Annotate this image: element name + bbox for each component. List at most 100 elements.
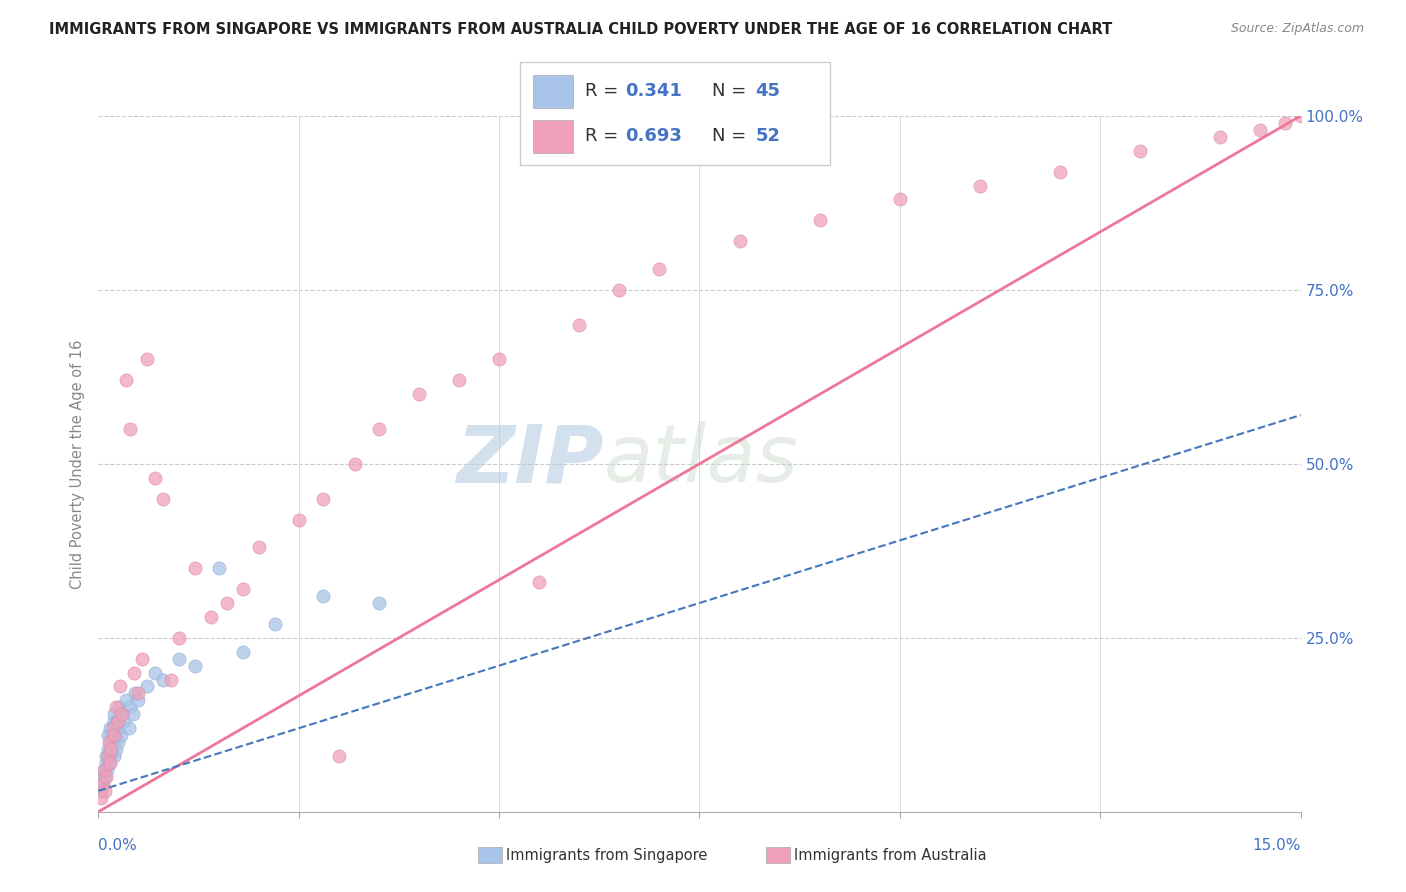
Point	[90, 784, 112, 798]
Point	[100, 756, 122, 770]
Point	[1129, 144, 1152, 158]
Point	[232, 582, 254, 596]
Point	[152, 673, 174, 687]
Text: 0.341: 0.341	[626, 82, 682, 100]
Point	[488, 352, 510, 367]
Point	[100, 742, 122, 756]
Point	[93, 763, 115, 777]
FancyBboxPatch shape	[520, 62, 830, 165]
Point	[115, 693, 138, 707]
Point	[312, 589, 335, 603]
Point	[183, 561, 205, 575]
Text: Immigrants from Australia: Immigrants from Australia	[794, 848, 987, 863]
Point	[97, 756, 120, 770]
Point	[104, 728, 127, 742]
Point	[97, 735, 120, 749]
Text: ZIP: ZIP	[456, 421, 603, 500]
Point	[100, 742, 122, 756]
Point	[103, 714, 125, 729]
Point	[120, 700, 142, 714]
Bar	[533, 75, 572, 108]
Point	[447, 373, 470, 387]
Point	[107, 721, 129, 735]
Point	[93, 763, 115, 777]
Text: N =: N =	[711, 128, 752, 145]
Point	[118, 721, 141, 735]
Point	[529, 575, 551, 590]
Point	[135, 680, 157, 694]
Point	[101, 735, 124, 749]
Point	[101, 721, 124, 735]
Point	[94, 784, 117, 798]
Point	[128, 693, 150, 707]
Point	[368, 596, 391, 610]
Point	[91, 777, 114, 791]
Point	[111, 707, 134, 722]
Point	[648, 262, 671, 277]
Point	[97, 749, 120, 764]
Point	[167, 651, 190, 665]
Point	[111, 707, 134, 722]
Point	[568, 318, 591, 332]
Point	[215, 596, 238, 610]
Point	[96, 763, 118, 777]
Point	[159, 673, 181, 687]
Point	[263, 616, 285, 631]
Point	[96, 749, 118, 764]
Point	[105, 700, 128, 714]
Text: 0.693: 0.693	[626, 128, 682, 145]
Point	[889, 193, 911, 207]
Point	[103, 728, 125, 742]
Text: N =: N =	[711, 82, 752, 100]
Point	[94, 770, 117, 784]
Text: R =: R =	[585, 82, 624, 100]
Point	[1250, 123, 1272, 137]
Point	[969, 178, 991, 193]
Point	[90, 790, 112, 805]
Point	[143, 665, 166, 680]
Bar	[533, 120, 572, 153]
Point	[1209, 129, 1232, 144]
Point	[100, 749, 122, 764]
Point	[152, 491, 174, 506]
Point	[728, 234, 751, 248]
Point	[1274, 116, 1296, 130]
Point	[328, 749, 350, 764]
Point	[115, 373, 138, 387]
Point	[108, 700, 131, 714]
Text: 15.0%: 15.0%	[1253, 838, 1301, 853]
Point	[288, 512, 311, 526]
Point	[200, 610, 222, 624]
Text: Immigrants from Singapore: Immigrants from Singapore	[506, 848, 707, 863]
Point	[208, 561, 231, 575]
Point	[232, 645, 254, 659]
Text: Source: ZipAtlas.com: Source: ZipAtlas.com	[1230, 22, 1364, 36]
Point	[124, 665, 146, 680]
Point	[343, 457, 366, 471]
Text: 52: 52	[755, 128, 780, 145]
Point	[131, 651, 153, 665]
Point	[103, 749, 125, 764]
Point	[1049, 164, 1071, 178]
Point	[98, 735, 121, 749]
Point	[124, 686, 146, 700]
Text: IMMIGRANTS FROM SINGAPORE VS IMMIGRANTS FROM AUSTRALIA CHILD POVERTY UNDER THE A: IMMIGRANTS FROM SINGAPORE VS IMMIGRANTS …	[49, 22, 1112, 37]
Point	[91, 777, 114, 791]
Point	[808, 213, 831, 227]
Y-axis label: Child Poverty Under the Age of 16: Child Poverty Under the Age of 16	[70, 339, 86, 589]
Point	[368, 422, 391, 436]
Point	[103, 707, 125, 722]
Point	[101, 728, 124, 742]
Point	[120, 422, 142, 436]
Point	[96, 770, 118, 784]
Point	[143, 471, 166, 485]
Point	[135, 352, 157, 367]
Point	[247, 541, 270, 555]
Text: atlas: atlas	[603, 421, 799, 500]
Point	[94, 756, 117, 770]
Point	[97, 742, 120, 756]
Point	[105, 714, 128, 729]
Point	[122, 707, 145, 722]
Point	[167, 631, 190, 645]
Point	[105, 742, 128, 756]
